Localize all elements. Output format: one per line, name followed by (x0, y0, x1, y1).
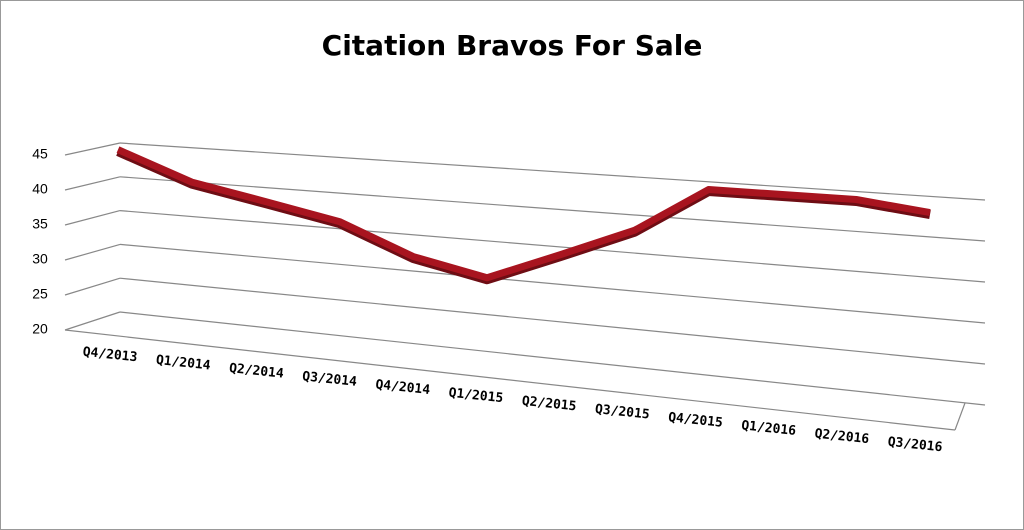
y-tick-label: 35 (32, 216, 48, 232)
y-tick-label: 40 (32, 181, 48, 197)
grid-line (119, 277, 986, 365)
y-tick-label: 45 (32, 146, 48, 162)
x-tick-label: Q1/2016 (741, 418, 797, 439)
grid-line (119, 243, 986, 324)
x-tick-label: Q4/2013 (82, 345, 138, 366)
floor-edge (954, 402, 966, 431)
grid-line (119, 176, 986, 242)
x-tick-label: Q4/2015 (667, 410, 723, 431)
x-tick-label: Q3/2014 (302, 369, 358, 390)
grid-line (119, 210, 986, 283)
x-tick-label: Q2/2016 (814, 426, 870, 447)
grid-line (64, 277, 121, 296)
x-tick-label: Q1/2014 (155, 353, 211, 374)
x-tick-label: Q2/2014 (228, 361, 284, 382)
grid-line (64, 176, 121, 191)
y-tick-label: 25 (32, 286, 48, 302)
floor-edge (64, 329, 956, 431)
grid-line (64, 142, 121, 156)
x-tick-label: Q3/2015 (594, 402, 650, 423)
x-tick-label: Q1/2015 (448, 386, 504, 407)
grid-line (64, 311, 121, 331)
x-tick-label: Q4/2014 (375, 377, 431, 398)
grid-line (119, 142, 986, 201)
y-tick-label: 20 (32, 321, 48, 337)
grid-line (64, 243, 121, 261)
grid-line (64, 210, 121, 226)
grid-line (119, 311, 986, 406)
chart-title: Citation Bravos For Sale (322, 29, 703, 62)
x-tick-label: Q2/2015 (521, 394, 577, 415)
x-tick-label: Q3/2016 (887, 435, 943, 456)
data-line (116, 146, 931, 282)
y-tick-label: 30 (32, 251, 48, 267)
